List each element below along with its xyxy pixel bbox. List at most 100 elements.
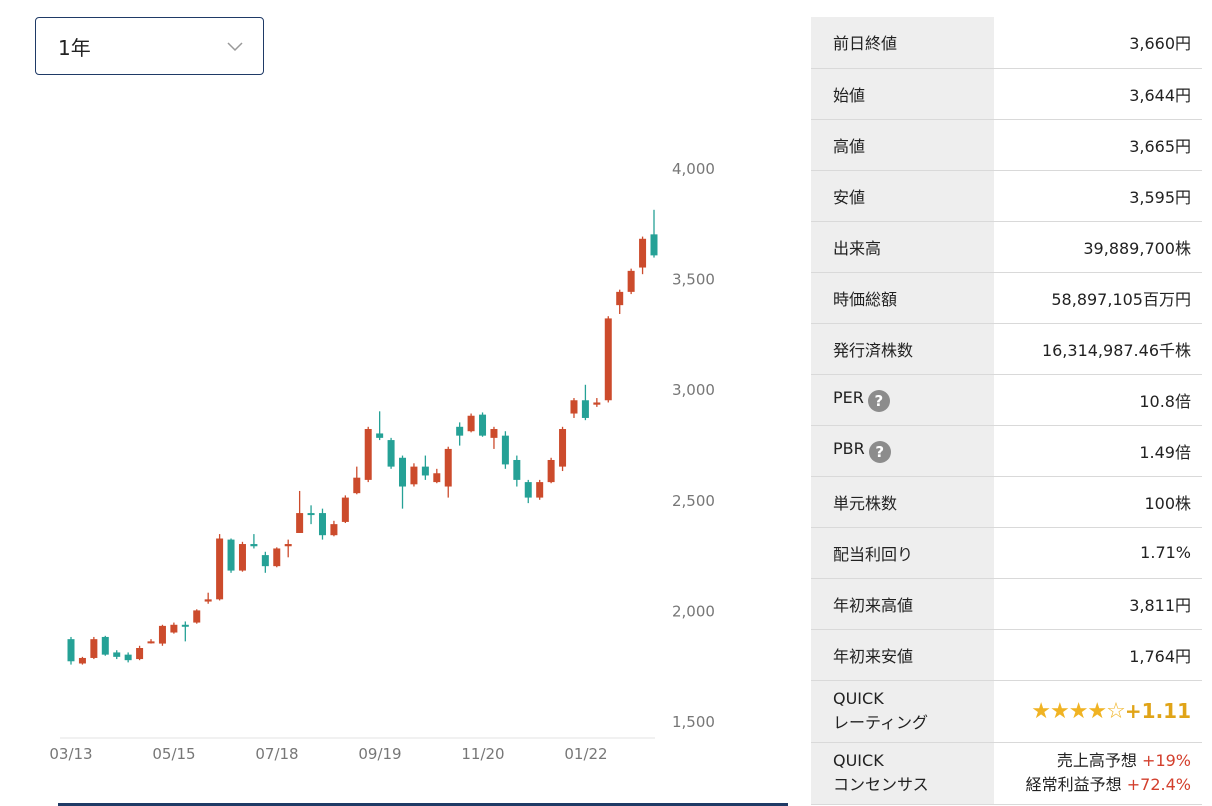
candle [261, 551, 269, 573]
candle-body [513, 459, 521, 480]
candle-body [78, 657, 86, 664]
candle-body [318, 513, 326, 536]
candle [490, 426, 498, 449]
candle-body [421, 466, 429, 476]
candle [90, 636, 98, 660]
candle [421, 455, 429, 480]
x-axis: 03/13 05/15 07/18 09/19 11/20 01/22 [49, 737, 655, 763]
candle [467, 413, 475, 433]
candle-body [433, 473, 441, 483]
candle-body [261, 555, 269, 567]
candle [296, 490, 304, 533]
stat-label: 出来高 [811, 221, 994, 273]
stat-label: 配当利回り [811, 527, 994, 579]
candle-body [490, 429, 498, 438]
candle [479, 412, 487, 437]
candle [341, 495, 349, 524]
quick-rating-row: QUICK レーティング ★★★★☆+1.11 [811, 680, 1202, 743]
candle [124, 652, 132, 663]
quick-consensus-row: QUICK コンセンサス 売上高予想 +19% 経常利益予想 +72.4% [811, 742, 1202, 805]
rating-stars-icon: ★★★★☆ [1031, 698, 1126, 724]
stat-row: 安値 3,595円 [811, 170, 1202, 222]
candle [227, 538, 235, 573]
candle [284, 539, 292, 558]
stat-value: 1.49倍 [994, 425, 1202, 477]
candle [376, 411, 384, 441]
stat-label: 前日終値 [811, 17, 994, 69]
quick-rating-label: QUICK レーティング [811, 680, 994, 743]
candle-body [273, 548, 281, 567]
candle-body [524, 482, 532, 498]
stat-value: 16,314,987.46千株 [994, 323, 1202, 375]
y-tick-label: 1,500 [672, 713, 715, 731]
candle-body [364, 429, 372, 480]
candle [113, 650, 121, 660]
candle-body [479, 414, 487, 436]
stat-row: 出来高 39,889,700株 [811, 221, 1202, 273]
candle-body [284, 544, 292, 547]
quick-consensus-label: QUICK コンセンサス [811, 742, 994, 805]
y-axis: 1,500 2,000 2,500 3,000 3,500 4,000 [672, 160, 715, 731]
period-select-value: 1年 [58, 35, 91, 60]
candle [581, 384, 589, 421]
candle-body [650, 234, 658, 256]
stat-row: 年初来高値 3,811円 [811, 578, 1202, 630]
help-icon[interactable]: ? [867, 389, 890, 412]
stat-row: 前日終値 3,660円 [811, 17, 1202, 69]
stat-value: 1,764円 [994, 629, 1202, 681]
period-select[interactable]: 1年 [35, 17, 264, 75]
y-tick-label: 3,000 [672, 381, 715, 399]
candle-body [353, 477, 361, 494]
candle [147, 639, 155, 644]
stat-label: PER? [811, 374, 994, 426]
candle-body [136, 648, 144, 660]
profit-forecast-value: +72.4% [1126, 775, 1191, 794]
candle [170, 622, 178, 634]
candle-body [296, 513, 304, 533]
candle [639, 236, 647, 275]
candle [193, 609, 201, 624]
candle [547, 457, 555, 484]
stat-label: 年初来安値 [811, 629, 994, 681]
candle [330, 520, 338, 537]
y-tick-label: 4,000 [672, 160, 715, 178]
stat-label: 発行済株数 [811, 323, 994, 375]
stat-row: 単元株数 100株 [811, 476, 1202, 528]
help-icon[interactable]: ? [868, 440, 891, 463]
candle [524, 479, 532, 504]
stat-row: 時価総額 58,897,105百万円 [811, 272, 1202, 324]
candle-body [376, 433, 384, 438]
candle-body [410, 466, 418, 485]
candle-body [456, 426, 464, 436]
candle [513, 455, 521, 487]
stat-row: 年初来安値 1,764円 [811, 629, 1202, 681]
candle-body [170, 624, 178, 633]
candle-body [559, 429, 567, 467]
candle-body [250, 544, 258, 547]
stat-value: 3,595円 [994, 170, 1202, 222]
x-tick-label: 09/19 [358, 745, 401, 763]
candle-body [581, 400, 589, 418]
candle-body [227, 539, 235, 571]
stat-label: 安値 [811, 170, 994, 222]
quick-consensus-value: 売上高予想 +19% 経常利益予想 +72.4% [994, 742, 1202, 805]
candle [67, 636, 75, 665]
stat-row: 始値 3,644円 [811, 68, 1202, 120]
candle-body [570, 400, 578, 414]
candle [181, 621, 189, 642]
candle [433, 468, 441, 484]
candle [101, 635, 109, 656]
candle [307, 505, 315, 525]
stat-row: PER? 10.8倍 [811, 374, 1202, 426]
stat-label: 始値 [811, 68, 994, 120]
candle-body [90, 639, 98, 658]
candle [501, 431, 509, 469]
chevron-down-icon [227, 37, 243, 56]
candle-body [204, 599, 212, 602]
candle-body [307, 513, 315, 516]
candle [250, 534, 258, 549]
sales-forecast-label: 売上高予想 [1056, 751, 1137, 770]
quick-rating-value: ★★★★☆+1.11 [994, 680, 1202, 743]
candle-body [238, 544, 246, 571]
stat-value: 58,897,105百万円 [994, 272, 1202, 324]
